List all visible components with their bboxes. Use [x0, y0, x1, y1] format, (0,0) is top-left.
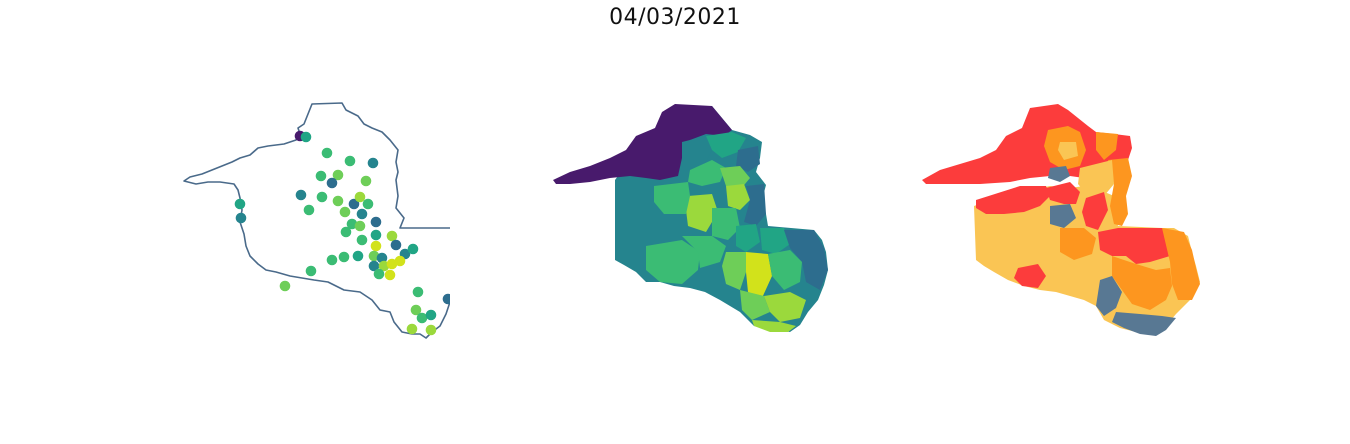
region: [1048, 166, 1070, 182]
risk-choropleth-panel: [922, 104, 1200, 336]
city-point: [339, 206, 351, 218]
region: [682, 136, 712, 170]
points-map-panel: [183, 102, 450, 339]
city-point: [300, 131, 312, 143]
city-point: [344, 155, 356, 167]
region: [686, 194, 718, 232]
city-point: [394, 255, 406, 267]
region: [736, 146, 760, 172]
viridis-regions: [553, 104, 828, 332]
region: [553, 104, 732, 184]
region: [740, 290, 770, 320]
region: [720, 166, 750, 190]
city-point: [370, 229, 382, 241]
region: [722, 252, 746, 290]
region: [1060, 228, 1096, 260]
region: [726, 184, 750, 210]
region: [706, 132, 746, 158]
region: [712, 208, 740, 240]
city-point: [340, 226, 352, 238]
city-point: [235, 212, 247, 224]
city-point: [370, 240, 382, 252]
city-point: [348, 198, 360, 210]
region: [768, 250, 802, 290]
city-point: [406, 323, 418, 335]
region: [1050, 204, 1076, 228]
city-point: [356, 234, 368, 246]
region: [1096, 132, 1118, 160]
city-point: [332, 195, 344, 207]
city-point: [384, 269, 396, 281]
region: [646, 240, 700, 284]
city-point: [407, 243, 419, 255]
city-point: [360, 175, 372, 187]
region: [760, 228, 790, 254]
city-point: [234, 198, 246, 210]
region: [1108, 158, 1132, 226]
city-point: [279, 280, 291, 292]
city-point: [416, 312, 428, 324]
region: [746, 252, 772, 298]
city-point: [410, 304, 422, 316]
city-point: [338, 251, 350, 263]
city-point: [316, 191, 328, 203]
city-point: [332, 169, 344, 181]
region: [688, 160, 726, 186]
city-point: [370, 216, 382, 228]
city-point: [367, 157, 379, 169]
city-point: [425, 309, 437, 321]
city-point: [368, 260, 380, 272]
region: [1112, 312, 1176, 336]
city-point: [356, 208, 368, 220]
city-point: [376, 252, 388, 264]
viridis-choropleth-panel: [553, 104, 828, 332]
city-point: [352, 250, 364, 262]
region: [654, 182, 690, 214]
city-point: [305, 265, 317, 277]
region: [736, 224, 760, 252]
region: [784, 230, 828, 290]
city-point: [412, 286, 424, 298]
risk-regions: [922, 104, 1200, 336]
city-point: [321, 147, 333, 159]
region: [744, 184, 766, 226]
city-point: [362, 198, 374, 210]
region: [1046, 182, 1080, 204]
region: [976, 186, 1050, 214]
region: [1058, 142, 1078, 160]
city-point: [425, 324, 437, 336]
city-point: [346, 218, 358, 230]
region: [752, 320, 796, 332]
region: [1098, 228, 1172, 264]
city-point: [386, 258, 398, 270]
region: [1082, 192, 1108, 230]
city-point: [326, 254, 338, 266]
state-outline: [183, 102, 450, 339]
region: [1078, 160, 1114, 196]
city-point: [303, 204, 315, 216]
city-point: [354, 191, 366, 203]
region: [1162, 228, 1200, 300]
region: [764, 292, 806, 322]
city-point: [315, 170, 327, 182]
region: [1112, 256, 1172, 310]
city-point: [390, 239, 402, 251]
city-point: [295, 189, 307, 201]
region: [682, 236, 726, 268]
city-point: [373, 268, 385, 280]
region: [1014, 264, 1046, 288]
map-date-title: 04/03/2021: [609, 5, 741, 30]
city-point: [442, 293, 450, 305]
city-point: [378, 260, 390, 272]
city-point: [368, 250, 380, 262]
city-points: [234, 130, 450, 336]
city-point: [386, 230, 398, 242]
city-point: [354, 220, 366, 232]
region: [1096, 276, 1122, 316]
city-point: [326, 177, 338, 189]
